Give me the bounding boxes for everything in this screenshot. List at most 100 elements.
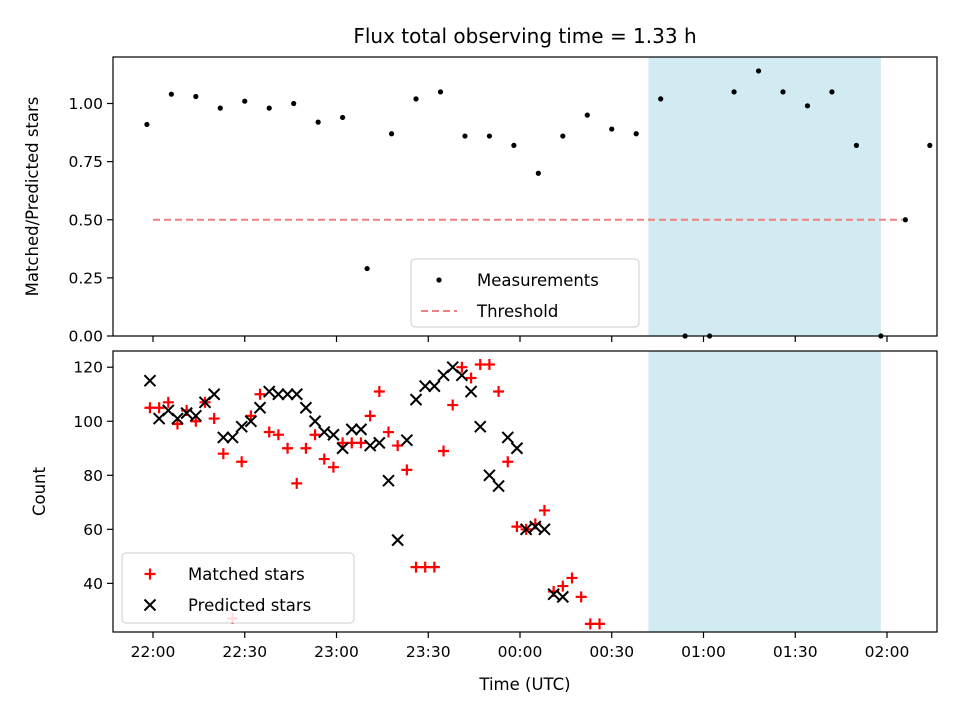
matched-star-point — [162, 396, 174, 408]
matched-star-point — [401, 464, 413, 476]
measurement-point — [242, 98, 248, 104]
legend: Matched stars Predicted stars — [121, 552, 355, 624]
matched-star-point — [300, 442, 312, 454]
predicted-star-point — [464, 385, 478, 398]
predicted-star-point — [207, 388, 221, 401]
y-axis-label: Count — [30, 466, 49, 516]
matched-star-point — [236, 456, 248, 468]
y-tick-label: 80 — [83, 467, 103, 485]
measurement-point — [829, 89, 835, 95]
matched-star-point — [511, 521, 523, 533]
matched-star-point — [254, 388, 266, 400]
measurement-point — [217, 105, 223, 111]
measurement-point — [952, 115, 957, 120]
predicted-star-point — [409, 393, 423, 406]
ratio-panel: 0.00 0.25 0.50 0.75 1.00 Matched/Predicted st… — [23, 24, 957, 346]
y-tick-label: 40 — [83, 575, 103, 593]
matched-star-point — [327, 461, 339, 473]
measurement-point — [168, 91, 174, 97]
matched-star-point — [382, 426, 394, 438]
matched-star-point — [263, 426, 275, 438]
plot-area — [143, 359, 606, 630]
measurement-point — [560, 133, 566, 139]
matched-star-point — [282, 442, 294, 454]
measurement-point — [291, 100, 297, 107]
predicted-star-point — [418, 379, 432, 393]
measurement-point — [535, 170, 541, 176]
legend-x-icon — [143, 598, 157, 612]
matched-star-point — [171, 418, 183, 430]
matched-star-point — [584, 618, 596, 630]
legend-label: Matched stars — [188, 565, 305, 584]
axes-frame — [112, 350, 938, 633]
matched-star-point — [438, 445, 450, 457]
predicted-star-point — [538, 523, 551, 536]
predicted-star-point — [244, 415, 258, 428]
matched-star-point — [337, 437, 349, 449]
shaded-region — [648, 351, 881, 632]
predicted-star-point — [171, 412, 184, 425]
matched-star-point — [208, 413, 220, 425]
matched-star-point — [594, 618, 606, 630]
predicted-star-point — [547, 587, 560, 601]
matched-star-point — [447, 399, 459, 411]
predicted-star-point — [474, 420, 487, 433]
predicted-star-point — [501, 431, 514, 444]
matched-star-point — [557, 580, 569, 592]
chart-title: Flux total observing time = 1.33 h — [353, 24, 696, 48]
predicted-star-point — [235, 420, 248, 433]
measurement-point — [780, 89, 786, 95]
measurement-point — [584, 112, 590, 118]
measurement-point — [462, 133, 468, 139]
matched-star-point — [428, 561, 440, 573]
matched-star-point — [410, 561, 422, 573]
predicted-star-point — [510, 442, 524, 455]
series-measurements — [144, 68, 957, 339]
matched-star-point — [190, 415, 202, 427]
measurement-point — [364, 265, 370, 272]
predicted-star-point — [226, 431, 239, 444]
shaded-region — [648, 57, 881, 336]
measurement-point — [315, 119, 321, 125]
x-tick-label: 00:00 — [498, 643, 543, 661]
predicted-star-point — [272, 388, 285, 401]
plot-area — [144, 68, 957, 339]
x-tick-label: 23:00 — [314, 643, 359, 661]
legend-plus-icon — [144, 568, 156, 580]
measurement-point — [902, 217, 908, 223]
y-tick-label: 0.00 — [68, 328, 103, 346]
measurement-point — [388, 131, 395, 137]
matched-star-point — [419, 561, 431, 573]
y-axis-label: Matched/Predicted stars — [23, 97, 42, 297]
legend-label: Threshold — [476, 302, 558, 321]
y-tick-label: 100 — [73, 413, 103, 431]
predicted-star-point — [529, 520, 542, 533]
predicted-star-point — [189, 409, 203, 423]
matched-star-point — [245, 410, 257, 422]
predicted-star-point — [345, 423, 358, 436]
matched-star-point — [272, 429, 284, 441]
predicted-star-point — [143, 374, 157, 387]
predicted-star-point — [217, 431, 230, 444]
predicted-star-point — [483, 469, 496, 482]
predicted-star-point — [382, 474, 395, 487]
legend-label: Predicted stars — [188, 596, 311, 615]
measurement-point — [609, 126, 615, 132]
count-panel: 40 60 80 100 120 22:00 22:30 23:00 23:30 00:00 00:… — [30, 350, 938, 694]
predicted-star-point — [308, 415, 322, 428]
predicted-star-point — [519, 523, 533, 536]
legend: Measurements Threshold — [410, 258, 640, 328]
predicted-star-point — [391, 533, 404, 547]
predicted-star-point — [253, 401, 267, 414]
measurement-point — [486, 133, 493, 139]
measurement-point — [804, 103, 811, 109]
measurement-point — [658, 96, 664, 102]
x-tick-label: 02:00 — [865, 643, 910, 661]
x-tick-label: 23:30 — [406, 643, 451, 661]
matched-star-point — [364, 410, 376, 422]
matched-star-point — [309, 429, 321, 441]
x-tick-label: 01:30 — [773, 643, 818, 661]
matched-star-point — [318, 453, 330, 465]
matched-star-point — [465, 372, 477, 384]
